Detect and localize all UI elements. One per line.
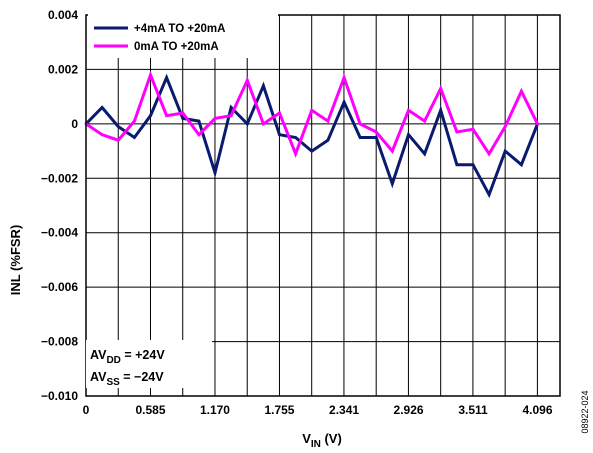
series-1-point [487,193,491,196]
x-tick-label: 0 [83,403,90,417]
series-2-point [342,76,346,79]
x-axis-label-main: V [302,431,311,446]
x-tick-label: 0.585 [135,403,165,417]
series-1-point [181,117,185,120]
series-1-point [471,163,475,166]
series-1-point [407,133,410,137]
series-2-point [326,119,330,123]
series-2-point [181,111,185,115]
series-1-point [455,163,459,166]
series-1-point [100,106,104,109]
y-tick-label: −0.008 [41,335,78,349]
series-2-point [536,122,539,126]
series-2-point [423,119,426,123]
series-2-point [133,119,136,123]
series-1-point [439,108,443,112]
x-tick-labels: 0 0.585 1.170 1.755 2.341 2.926 3.511 4.096 [83,403,553,417]
x-tick-label: 1.755 [264,403,294,417]
series-1-point [520,163,523,166]
annotation-avss: AVSS = −24V [90,370,164,388]
x-tick-label: 4.096 [522,403,552,417]
series-2-point [245,79,249,82]
series-2-point [197,133,201,137]
y-axis-label: INL (%FSR) [8,225,23,296]
series-2-point [165,114,168,117]
series-2-point [374,130,378,134]
legend: +4mA TO +20mA 0mA TO +20mA [88,12,278,58]
series-2-point [100,133,104,137]
series-1-point [326,138,330,142]
annotation-avdd: AVDD = +24V [90,348,165,366]
series-1-point [262,84,265,88]
series-2-point [294,152,297,156]
series-1-point [358,136,362,139]
series-2-point [520,89,523,93]
annotation-box [86,340,212,388]
supply-annotation: AVDD = +24V AVSS = −24V [86,340,212,388]
series-1-point [213,171,217,175]
x-axis-label-unit: (V) [321,431,342,446]
y-tick-label: 0 [71,117,78,131]
series-2-point [391,149,394,153]
series-2-point [229,114,233,117]
series-1-point [294,136,297,139]
series-1-point [310,149,314,153]
series-2-point [455,130,459,134]
series-1-point [245,122,249,126]
legend-label-series-2: 0mA TO +20mA [134,41,219,53]
y-tick-label: −0.004 [41,226,78,240]
series-2-point [407,108,410,112]
x-axis-label: VIN (V) [302,431,342,450]
series-2-point [358,122,362,126]
x-tick-label: 2.926 [394,403,424,417]
y-tick-labels: 0.004 0.002 0 −0.002 −0.004 −0.006 −0.008 −0.01… [41,8,78,403]
series-2-point [213,117,217,120]
x-tick-label: 2.341 [329,403,359,417]
y-tick-label: −0.010 [41,389,78,403]
series-2-point [310,108,314,112]
series-1-point [149,114,152,117]
series-1-point [116,125,120,128]
series-2-point [439,87,443,90]
grid [86,14,560,397]
y-tick-label: 0.002 [48,62,78,76]
series-1-point [391,182,394,186]
x-tick-label: 1.170 [200,403,230,417]
legend-label-series-1: +4mA TO +20mA [134,23,225,35]
y-tick-label: 0.004 [48,8,78,22]
series-2-point [262,122,265,126]
series-1-point [197,119,201,123]
figure-id: 08922-024 [580,390,590,433]
series-2-point [487,152,491,156]
series-2-point [116,138,120,142]
series-1-point [165,76,168,79]
y-tick-label: −0.002 [41,171,78,185]
x-tick-label: 3.511 [458,403,488,417]
series-1-point [278,133,281,137]
series-1-point [229,106,233,109]
series-1-point [423,152,426,156]
series-1-point [133,136,136,139]
series-2-point [278,111,281,115]
series-2-point [149,73,152,77]
legend-box [88,12,278,58]
y-tick-label: −0.006 [41,280,78,294]
x-axis-label-sub: IN [311,439,321,450]
series-2-point [503,125,507,128]
series-1-point [342,100,346,104]
series-1-point [374,136,378,139]
series-layer [84,70,539,199]
plot-frame [85,14,561,397]
series-2-point [471,128,475,131]
series-1-point [503,149,507,153]
